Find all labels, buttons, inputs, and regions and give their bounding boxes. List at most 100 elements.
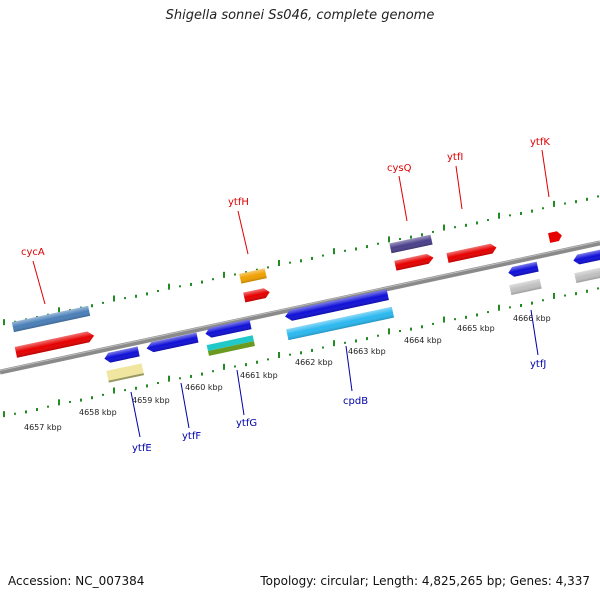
- scale-tick: [355, 247, 357, 251]
- callout-lines: [32, 149, 550, 438]
- scale-tick: [212, 370, 214, 373]
- scale-tick: [80, 398, 82, 402]
- scale-tick: [542, 299, 544, 302]
- scale-tick: [234, 365, 236, 368]
- scale-tick: [355, 339, 357, 343]
- callout-ytfH: [237, 210, 249, 255]
- feature-ytfI-gene: [446, 243, 497, 263]
- scale-tick: [146, 384, 148, 388]
- scale-tick: [124, 297, 126, 300]
- callout-ytfK: [541, 149, 550, 198]
- scale-tick: [597, 287, 599, 290]
- scale-tick: [322, 346, 324, 349]
- scale-tick: [212, 278, 214, 281]
- feature-cysQ-gene: [394, 253, 434, 271]
- scale-tick: [47, 405, 49, 408]
- scale-label: 4657 kbp: [24, 423, 62, 432]
- accession-text: Accession: NC_007384: [8, 574, 145, 588]
- scale-tick: [256, 360, 258, 364]
- scale-tick: [311, 256, 313, 260]
- scale-tick: [421, 233, 423, 237]
- callout-ytfE: [130, 391, 141, 438]
- scale-tick: [25, 410, 27, 414]
- feature-ytfG-cds: [205, 319, 252, 338]
- scale-label: 4662 kbp: [295, 358, 333, 367]
- scale-tick: [179, 377, 181, 380]
- scale-tick: [399, 330, 401, 332]
- scale-tick: [91, 304, 93, 308]
- gene-label-cycA: cycA: [21, 247, 45, 258]
- scale-tick: [575, 200, 577, 204]
- scale-tick: [586, 197, 588, 201]
- scale-tick: [531, 301, 533, 305]
- gene-label-ytfH: ytfH: [228, 197, 249, 208]
- scale-tick: [509, 306, 511, 309]
- scale-tick: [597, 195, 599, 198]
- feature-ytfG-rna: [206, 335, 255, 356]
- scale-tick: [586, 289, 588, 293]
- scale-tick: [454, 318, 456, 321]
- scale-tick: [366, 337, 368, 341]
- scale-tick: [102, 393, 104, 396]
- gene-label-ytfE: ytfE: [132, 443, 152, 454]
- scale-tick: [102, 301, 104, 304]
- scale-tick: [399, 238, 401, 240]
- gene-label-ytfG: ytfG: [236, 418, 257, 429]
- scale-label: 4658 kbp: [79, 408, 117, 417]
- scale-tick: [267, 358, 269, 361]
- scale-tick: [201, 280, 203, 284]
- genome-backbone-highlight: [0, 241, 600, 371]
- gene-label-ytfJ: ytfJ: [530, 359, 546, 370]
- scale-tick: [146, 292, 148, 296]
- scale-tick: [575, 292, 577, 296]
- scale-tick: [344, 341, 346, 344]
- gene-label-ytfF: ytfF: [182, 431, 201, 442]
- features: [11, 231, 600, 383]
- scale-tick: [476, 221, 478, 225]
- scale-tick: [135, 386, 137, 390]
- feature-edge-cds: [573, 249, 600, 265]
- feature-ytfJ-gene: [509, 278, 542, 296]
- scale-tick: [190, 374, 192, 378]
- gene-labels: cycA ytfH cysQ ytfI ytfK ytfE ytfF ytfG …: [21, 137, 550, 454]
- feature-ytfH-gene: [243, 288, 270, 303]
- scale-tick: [465, 223, 467, 227]
- feature-cycA-cds: [11, 305, 91, 333]
- scale-tick: [421, 325, 423, 329]
- scale-tick: [476, 313, 478, 317]
- scale-tick: [432, 322, 434, 325]
- scale-tick: [245, 363, 247, 367]
- scale-label: 4661 kbp: [240, 371, 278, 380]
- feature-ytfH-rna: [239, 268, 267, 284]
- callout-ytfF: [180, 382, 190, 429]
- scale-tick: [157, 290, 159, 293]
- callout-ytfI: [455, 165, 463, 210]
- scale-tick: [487, 311, 489, 314]
- scale-tick: [289, 261, 291, 264]
- callout-cpdB: [345, 345, 353, 392]
- scale-tick: [157, 382, 159, 385]
- scale-tick: [509, 214, 511, 217]
- callout-cycA: [32, 260, 46, 305]
- scale-label: 4659 kbp: [132, 396, 170, 405]
- scale-tick: [300, 259, 302, 263]
- genome-backbone: [0, 240, 600, 375]
- scale-tick: [564, 294, 566, 297]
- scale-tick: [531, 209, 533, 213]
- feature-ytfE-cds: [104, 346, 140, 363]
- scale-label: 4664 kbp: [404, 336, 442, 345]
- scale-tick: [179, 285, 181, 288]
- scale-tick: [234, 273, 236, 276]
- scale-tick: [564, 202, 566, 205]
- scale-tick: [542, 207, 544, 210]
- scale-tick: [36, 408, 38, 412]
- scale-tick: [135, 294, 137, 298]
- scale-tick: [91, 396, 93, 400]
- scale-tick: [267, 266, 269, 269]
- scale-tick: [366, 245, 368, 249]
- scale-tick: [322, 254, 324, 257]
- feature-ytfE-gene: [106, 363, 145, 383]
- feature-cycA-gene: [14, 331, 95, 358]
- scale-tick: [311, 348, 313, 352]
